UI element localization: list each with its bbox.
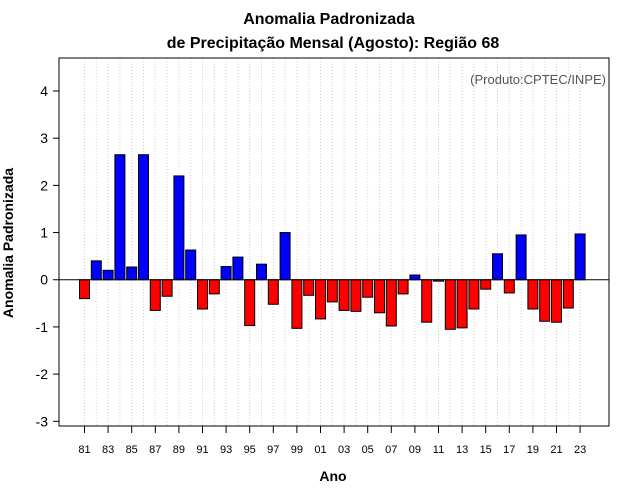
x-axis-title: Ano bbox=[319, 468, 346, 484]
x-tick-label: 17 bbox=[503, 444, 515, 456]
bar-21 bbox=[551, 279, 562, 323]
bar-90 bbox=[185, 249, 197, 281]
x-tick-label: 11 bbox=[433, 444, 444, 456]
bar-99 bbox=[291, 279, 303, 329]
bar-88 bbox=[161, 279, 173, 297]
bar-12 bbox=[444, 279, 456, 330]
x-tick-label: 87 bbox=[149, 444, 161, 456]
x-tick-label: 03 bbox=[338, 444, 350, 456]
x-tick-label: 09 bbox=[409, 444, 421, 456]
bar-95 bbox=[244, 279, 256, 327]
bar-93 bbox=[220, 266, 232, 281]
grid bbox=[84, 58, 581, 426]
bar-87 bbox=[149, 279, 161, 311]
bar-07 bbox=[385, 279, 397, 327]
x-tick-label: 85 bbox=[126, 444, 138, 456]
bar-19 bbox=[527, 279, 539, 310]
x-tick-label: 91 bbox=[196, 444, 208, 456]
x-tick-label: 21 bbox=[550, 444, 562, 456]
bar-94 bbox=[232, 256, 244, 281]
bar-84 bbox=[114, 154, 126, 281]
y-tick-label: 1 bbox=[40, 225, 48, 241]
bar-04 bbox=[350, 279, 362, 312]
x-tick-label: 07 bbox=[385, 444, 397, 456]
y-tick-label: -2 bbox=[36, 366, 49, 382]
bar-83 bbox=[102, 269, 114, 281]
x-axis: 81 83 85 87 89 91 93 95 97 99 01 03 05 07 09 11 13 15 17 19… bbox=[78, 426, 586, 456]
bar-01 bbox=[315, 279, 326, 320]
x-tick-label: 05 bbox=[362, 444, 374, 456]
x-tick-label: 99 bbox=[291, 444, 303, 456]
bar-16 bbox=[492, 253, 503, 281]
plot-frame bbox=[58, 57, 610, 427]
y-axis: -3 -2 -1 0 1 2 3 4 bbox=[36, 83, 59, 429]
bar-20 bbox=[539, 279, 551, 322]
bar-02 bbox=[326, 279, 338, 303]
bar-23 bbox=[574, 233, 586, 281]
chart-title-line1: Anomalia Padronizada bbox=[243, 11, 415, 28]
y-tick-label: 0 bbox=[40, 272, 48, 288]
bar-85 bbox=[126, 266, 138, 281]
credit-label: (Produto:CPTEC/INPE) bbox=[470, 72, 606, 87]
bar-09 bbox=[409, 274, 421, 281]
y-tick-label: 4 bbox=[40, 83, 48, 99]
x-tick-label: 15 bbox=[480, 444, 492, 456]
x-tick-label: 89 bbox=[173, 444, 185, 456]
x-tick-label: 23 bbox=[574, 444, 586, 456]
x-tick-label: 19 bbox=[527, 444, 539, 456]
y-tick-label: -1 bbox=[36, 319, 49, 335]
bar-96 bbox=[256, 263, 267, 281]
bar-14 bbox=[468, 279, 480, 310]
bar-18 bbox=[515, 234, 527, 281]
bar-92 bbox=[208, 279, 220, 295]
bar-91 bbox=[197, 279, 208, 310]
x-tick-label: 83 bbox=[102, 444, 114, 456]
bar-17 bbox=[503, 279, 515, 294]
y-axis-title: Anomalia Padronizada bbox=[0, 168, 16, 318]
x-tick-label: 93 bbox=[220, 444, 232, 456]
bar-06 bbox=[374, 279, 385, 314]
bar-86 bbox=[138, 154, 149, 281]
bar-13 bbox=[456, 279, 468, 329]
x-tick-label: 95 bbox=[244, 444, 256, 456]
x-tick-label: 01 bbox=[314, 444, 326, 456]
bar-15 bbox=[480, 279, 492, 290]
y-tick-label: 3 bbox=[40, 130, 48, 146]
bar-03 bbox=[338, 279, 350, 311]
bars bbox=[79, 154, 586, 330]
x-tick-label: 97 bbox=[267, 444, 279, 456]
bar-89 bbox=[173, 175, 185, 281]
bar-97 bbox=[267, 279, 279, 305]
y-tick-label: -3 bbox=[36, 413, 49, 429]
chart-title-line2: de Precipitação Mensal (Agosto): Região … bbox=[167, 35, 500, 52]
bar-22 bbox=[562, 279, 574, 309]
bar-81 bbox=[79, 279, 90, 300]
bar-05 bbox=[362, 279, 374, 298]
y-tick-label: 2 bbox=[40, 177, 48, 193]
bar-00 bbox=[303, 279, 315, 296]
x-tick-label: 13 bbox=[456, 444, 468, 456]
bar-98 bbox=[279, 232, 291, 281]
bar-82 bbox=[90, 260, 102, 281]
x-tick-label: 81 bbox=[78, 444, 90, 456]
bar-10 bbox=[421, 279, 433, 323]
bar-08 bbox=[397, 279, 409, 295]
